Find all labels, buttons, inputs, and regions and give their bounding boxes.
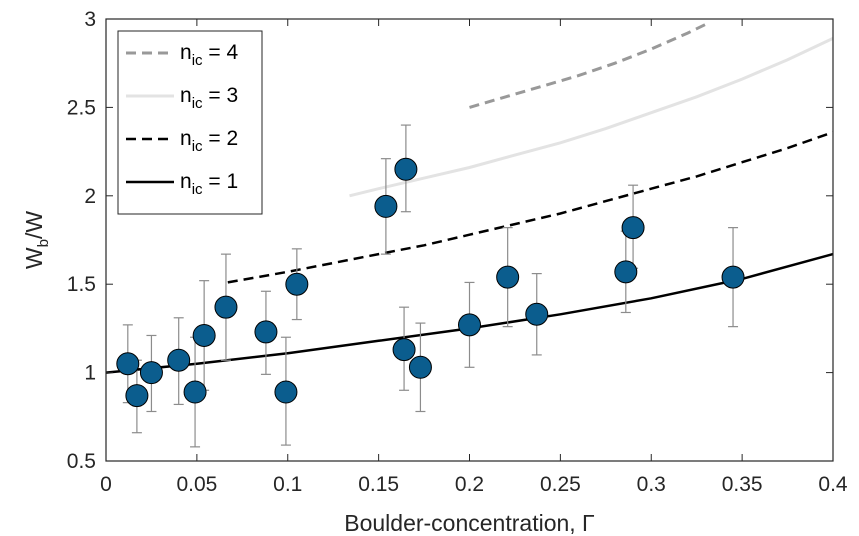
legend-label-value: = 2 [203, 127, 239, 150]
data-point [496, 265, 520, 289]
legend-entry-nic-2: nic = 2 [126, 127, 238, 155]
y-axis-label-main: W [21, 247, 47, 269]
axis-ticks: 0 0.05 0.1 0.15 0.2 0.25 0.3 0.35 0.4 0.5 1 1.5 2 2.5… [67, 8, 848, 496]
x-axis-label: Boulder-concentration, Γ [344, 510, 595, 536]
data-point [116, 352, 140, 376]
legend-label-n: n [180, 41, 192, 64]
legend-label: nic = 1 [180, 170, 238, 198]
legend-label: nic = 3 [180, 84, 238, 112]
curve-nic-2 [227, 131, 834, 284]
x-tick-label: 0.3 [637, 473, 666, 496]
legend-label: nic = 2 [180, 127, 238, 155]
curve-nic-4 [469, 22, 707, 109]
y-tick-label: 1 [84, 362, 96, 385]
data-point [167, 348, 191, 372]
data-point [392, 338, 416, 362]
legend-label-n: n [180, 170, 192, 193]
data-point [458, 313, 481, 337]
x-tick-label: 0.2 [455, 473, 484, 496]
y-tick-label: 1.5 [67, 273, 96, 296]
legend-entry-nic-1: nic = 1 [126, 170, 238, 198]
y-axis-label: Wb/W [21, 211, 52, 269]
legend-label-n: n [180, 84, 192, 107]
x-tick-label: 0.25 [540, 473, 581, 496]
x-tick-label: 0.4 [818, 473, 848, 496]
legend-label-value: = 1 [203, 170, 239, 193]
legend-entry-nic-4: nic = 4 [126, 41, 238, 69]
data-point [721, 265, 745, 289]
data-point [374, 194, 398, 218]
y-tick-label: 2.5 [67, 96, 96, 119]
legend-label-value: = 4 [203, 41, 239, 64]
y-axis-label-tail: /W [21, 211, 47, 239]
x-tick-label: 0 [100, 473, 112, 496]
data-point [394, 157, 418, 181]
legend-label: nic = 4 [180, 41, 238, 69]
x-tick-label: 0.35 [722, 473, 763, 496]
data-point [214, 295, 238, 319]
legend-label-subscript: ic [192, 95, 203, 112]
data-point [254, 320, 278, 344]
data-point [139, 361, 163, 385]
data-point [125, 384, 149, 408]
legend-label-subscript: ic [192, 138, 203, 155]
legend-label-subscript: ic [192, 181, 203, 198]
data-point [274, 380, 298, 404]
data-point [192, 323, 216, 347]
data-point [408, 355, 432, 379]
data-point [621, 216, 645, 240]
data-point [285, 272, 309, 296]
data-point [525, 302, 549, 326]
legend-label-subscript: ic [192, 52, 203, 69]
curve-nic-3 [349, 37, 834, 198]
data-points [116, 157, 745, 408]
x-tick-label: 0.05 [176, 473, 217, 496]
data-point [183, 380, 207, 404]
x-tick-label: 0.15 [358, 473, 399, 496]
y-tick-label: 3 [84, 8, 96, 31]
legend-label-n: n [180, 127, 192, 150]
legend-box [117, 30, 263, 215]
y-axis-label-subscript: b [35, 239, 52, 247]
x-tick-label: 0.1 [273, 473, 302, 496]
legend-entry-nic-3: nic = 3 [126, 84, 238, 112]
data-point [614, 260, 638, 284]
y-tick-label: 2 [84, 185, 96, 208]
y-tick-label: 0.5 [67, 450, 96, 473]
legend-label-value: = 3 [203, 84, 239, 107]
